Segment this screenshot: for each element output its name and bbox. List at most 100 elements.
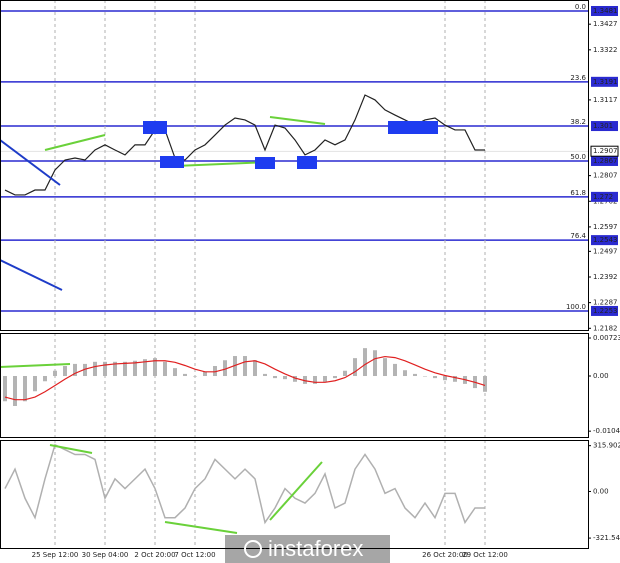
- histogram-bar: [213, 366, 217, 377]
- histogram-bar: [163, 361, 167, 377]
- histogram-bar: [3, 376, 7, 402]
- price-line: [4, 94, 485, 196]
- histogram-bar: [123, 361, 127, 377]
- histogram-bar: [253, 360, 257, 377]
- price-tag: [591, 5, 618, 16]
- zone-box: [143, 121, 167, 134]
- histogram-bar: [223, 360, 227, 377]
- histogram-bar: [63, 366, 67, 377]
- histogram-bar: [353, 358, 357, 377]
- price-tag-label: 1.2253: [593, 307, 618, 315]
- trendline: [0, 363, 71, 368]
- trendline: [269, 461, 323, 521]
- price-tag: [591, 155, 618, 166]
- signal-line: [4, 355, 486, 401]
- histogram-bar: [33, 376, 37, 392]
- price-tag-label: 1.2543: [593, 236, 618, 244]
- histogram-bar: [453, 376, 457, 382]
- fib-level-label: 61.8: [570, 189, 586, 197]
- y-tick-label: 0.00: [593, 372, 609, 380]
- price-tag: [591, 305, 618, 316]
- y-tick-label: 1.2807: [593, 172, 618, 180]
- panel-frame: [0, 0, 589, 331]
- histogram-bar: [23, 376, 27, 402]
- y-tick-label: 1.2597: [593, 223, 618, 231]
- x-tick-label: 2 Oct 20:00: [134, 551, 175, 559]
- trendline: [174, 161, 271, 167]
- histogram-bar: [153, 358, 157, 377]
- histogram-bar: [443, 376, 447, 381]
- histogram-bar: [283, 376, 287, 380]
- histogram-bar: [183, 373, 187, 377]
- histogram-bar: [373, 350, 377, 377]
- plots: [3, 94, 487, 525]
- y-tick-label: 1.3117: [593, 96, 618, 104]
- histogram-bar: [363, 348, 367, 377]
- histogram-bar: [173, 368, 177, 377]
- current-price-tag: [590, 145, 619, 157]
- histogram-bar: [413, 373, 417, 377]
- histogram-bar: [93, 361, 97, 377]
- histogram-bar: [53, 370, 57, 377]
- grid: [0, 0, 588, 548]
- y-tick-label: -321.547: [593, 534, 620, 542]
- zone-box: [160, 156, 184, 168]
- y-tick-label: 1.2287: [593, 299, 618, 307]
- x-tick-label: 26 Oct 20:00: [422, 551, 468, 559]
- histogram-bar: [383, 358, 387, 377]
- price-tag: [591, 235, 618, 246]
- y-tick-label: 1.2182: [593, 324, 618, 332]
- histogram-bar: [313, 376, 317, 384]
- histogram-bar: [323, 376, 327, 382]
- histogram-bar: [193, 376, 197, 377]
- fib-level-label: 0.0: [575, 3, 586, 11]
- y-tick-label: 1.3427: [593, 20, 618, 28]
- y-tick-label: 1.3322: [593, 46, 618, 54]
- panel-frame: [0, 333, 589, 438]
- watermark-bg: [225, 535, 390, 563]
- histogram-bar: [203, 371, 207, 377]
- price-tag-label: 1.2867: [593, 157, 618, 165]
- price-tag-label: 1.3481: [593, 7, 618, 15]
- y-tick-label: -0.01049: [593, 427, 620, 435]
- y-tick-label: 1.2392: [593, 273, 618, 281]
- histogram-bar: [73, 363, 77, 377]
- price-tag-label: 1.272: [593, 193, 613, 201]
- histogram-bar: [333, 376, 337, 379]
- histogram-bar: [43, 376, 47, 382]
- price-tag-label: 1.3191: [593, 78, 618, 86]
- trendline: [49, 444, 93, 454]
- histogram-bar: [343, 370, 347, 377]
- trendline: [0, 139, 61, 186]
- trendline: [44, 134, 106, 151]
- histogram-bar: [483, 376, 487, 392]
- x-tick-label: 7 Oct 12:00: [174, 551, 215, 559]
- panel-frame: [0, 440, 589, 549]
- price-tag-label: 1.301: [593, 122, 613, 130]
- watermark-text: instaforex: [268, 536, 363, 561]
- x-tick-label: 25 Sep 12:00: [32, 551, 79, 559]
- annotations: [0, 116, 438, 534]
- histogram-bar: [423, 376, 427, 377]
- price-tag: [591, 76, 618, 87]
- histogram-bar: [403, 370, 407, 377]
- histogram-bar: [263, 373, 267, 377]
- fib-level-label: 38.2: [570, 118, 586, 126]
- histogram-bar: [133, 360, 137, 377]
- current-price-label: 1.2907: [593, 147, 618, 155]
- histogram-bar: [303, 376, 307, 384]
- y-tick-label: 1.2497: [593, 247, 618, 255]
- trendline: [0, 259, 63, 291]
- indicator-line: [4, 443, 485, 525]
- histogram-bar: [103, 361, 107, 377]
- histogram-bar: [273, 376, 277, 379]
- histogram-bar: [243, 356, 247, 377]
- watermark-logo: [244, 540, 262, 558]
- histogram-bar: [293, 376, 297, 382]
- x-tick-label: 29 Oct 12:00: [462, 551, 508, 559]
- fib-level-label: 50.0: [570, 153, 586, 161]
- histogram-bar: [143, 359, 147, 377]
